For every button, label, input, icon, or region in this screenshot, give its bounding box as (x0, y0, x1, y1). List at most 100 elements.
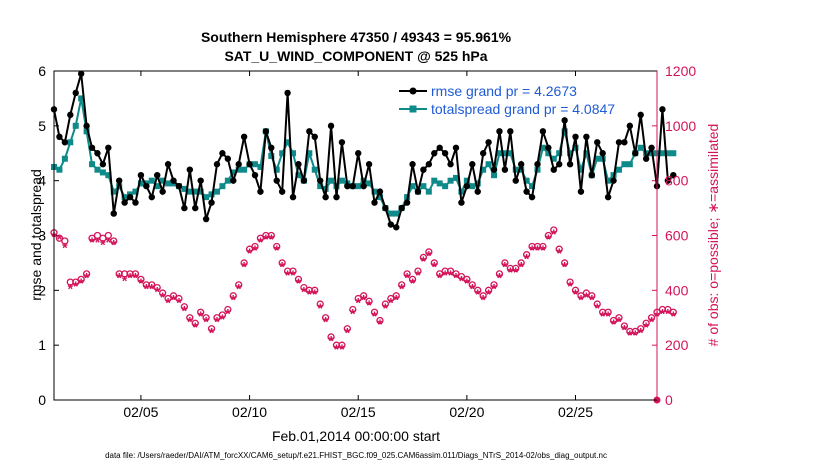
y-left-tick-label: 6 (38, 63, 46, 79)
obs-assimilated-point: * (383, 300, 389, 316)
totalspread-point (436, 180, 443, 187)
obs-assimilated-point: * (231, 292, 237, 308)
obs-assimilated-point: * (111, 237, 117, 253)
y-right-tick-label: 600 (665, 228, 689, 244)
obs-possible-point (560, 259, 569, 267)
obs-assimilated-point: * (470, 281, 476, 297)
obs-possible-point (110, 237, 118, 245)
rmse-point (99, 161, 107, 168)
obs-assimilated-point: * (203, 313, 209, 329)
obs-possible-point (354, 294, 362, 303)
rmse-point (566, 161, 574, 168)
rmse-point (333, 193, 340, 201)
rmse-point (512, 177, 519, 184)
obs-assimilated-point: * (442, 267, 448, 283)
totalspread-point (78, 95, 85, 102)
rmse-point (115, 177, 123, 184)
obs-assimilated-point: * (524, 250, 530, 266)
totalspread-point (290, 150, 297, 157)
rmse-point (306, 128, 313, 135)
y-left-tick-label: 4 (38, 173, 46, 189)
obs-possible-point (82, 270, 91, 278)
rmse-point (431, 150, 438, 157)
legend-spread-marker (409, 105, 417, 113)
rmse-point (539, 128, 547, 135)
obs-possible-point (289, 267, 297, 275)
rmse-point (175, 182, 183, 190)
obs-assimilated-point: * (377, 316, 383, 332)
rmse-point (192, 204, 199, 212)
totalspread-point (550, 155, 557, 162)
obs-possible-point (631, 327, 639, 336)
obs-possible-point (251, 242, 259, 251)
obs-possible-point (425, 248, 433, 256)
totalspread-point (664, 150, 671, 157)
totalspread-point (121, 194, 128, 201)
rmse-point (474, 188, 481, 195)
totalspread-point (453, 174, 459, 181)
totalspread-point (366, 180, 373, 187)
rmse-point (469, 161, 476, 168)
y-right-tick-label: 200 (665, 337, 689, 353)
obs-possible-point (186, 314, 194, 322)
totalspread-point (154, 183, 161, 190)
y-axis-right-label: # of obs: o=possible; ∗=assimilated (705, 124, 721, 347)
obs-possible-point (148, 281, 156, 289)
totalspread-point (105, 172, 112, 179)
obs-possible-point (452, 270, 460, 278)
totalspread-point (518, 166, 525, 173)
obs-assimilated-point: * (622, 322, 628, 338)
legend-spread-label: totalspread grand pr = 4.0847 (431, 101, 615, 117)
x-tick-label: 02/10 (232, 404, 267, 420)
obs-assimilated-point: * (410, 275, 416, 291)
totalspread-point (224, 177, 231, 184)
x-axis-label: Feb.01,2014 00:00:00 start (272, 428, 440, 444)
y-right-tick-label: 1200 (665, 63, 696, 79)
y-right-tick-label: 0 (665, 392, 673, 408)
rmse-point (246, 161, 253, 168)
obs-assimilated-point: * (475, 286, 481, 302)
obs-assimilated-point: * (453, 270, 459, 286)
obs-assimilated-point: * (182, 303, 188, 319)
obs-assimilated-point: * (508, 264, 514, 280)
obs-assimilated-point: * (100, 237, 106, 253)
obs-assimilated-point: * (459, 272, 465, 288)
rmse-point (316, 177, 324, 184)
rmse-point (452, 144, 460, 151)
totalspread-point (208, 191, 215, 198)
obs-possible-point (327, 333, 335, 341)
obs-assimilated-point: * (595, 300, 601, 316)
obs-assimilated-point: * (432, 259, 438, 275)
obs-assimilated-point: * (252, 242, 258, 258)
rmse-point (425, 161, 433, 168)
totalspread-point (425, 188, 432, 195)
rmse-point (186, 166, 194, 173)
totalspread-point (338, 177, 345, 184)
obs-assimilated-point: * (323, 313, 329, 329)
totalspread-point (186, 188, 193, 195)
legend: rmse grand pr = 4.2673 totalspread grand… (399, 83, 615, 117)
totalspread-point (235, 166, 242, 173)
obs-possible-point (539, 242, 547, 251)
totalspread-point (61, 155, 68, 162)
obs-possible-point (343, 325, 352, 333)
rmse-point (262, 128, 270, 135)
y-axis-left-label: rmse and totalspread (28, 169, 44, 301)
totalspread-point (539, 144, 546, 151)
rmse-point (148, 193, 155, 201)
obs-assimilated-point: * (328, 333, 334, 349)
totalspread-point (355, 183, 362, 190)
totalspread-point (317, 183, 324, 190)
rmse-point (322, 193, 329, 201)
rmse-point (121, 199, 128, 206)
rmse-point (273, 177, 280, 184)
obs-assimilated-point: * (529, 242, 535, 258)
totalspread-point (72, 122, 79, 129)
obs-assimilated-point: * (633, 327, 639, 343)
rmse-point (88, 144, 96, 151)
obs-possible-point (207, 325, 216, 333)
rmse-point (311, 133, 318, 140)
rmse-point (344, 182, 351, 190)
obs-assimilated-point: * (165, 294, 171, 310)
rmse-point (648, 144, 655, 151)
